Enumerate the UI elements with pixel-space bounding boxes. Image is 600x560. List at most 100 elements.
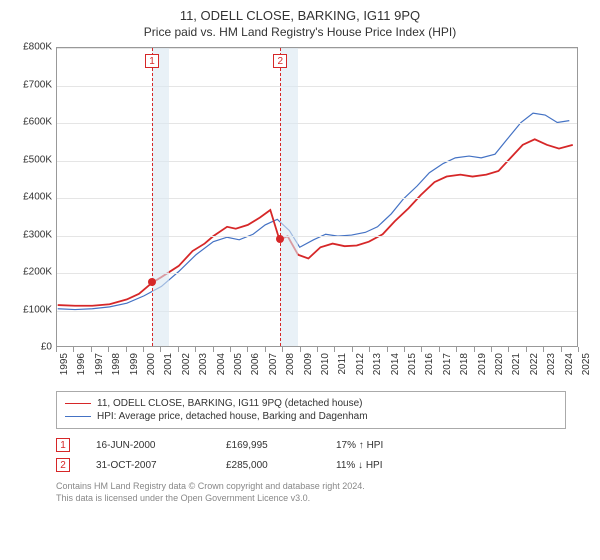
x-tick (352, 347, 353, 352)
sale-dash (280, 48, 281, 346)
x-tick-label: 2021 (511, 353, 522, 375)
y-tick-label: £800K (23, 42, 52, 53)
x-tick (126, 347, 127, 352)
x-tick-label: 2010 (320, 353, 331, 375)
footer-line: This data is licensed under the Open Gov… (56, 493, 588, 505)
x-tick-label: 2017 (442, 353, 453, 375)
x-tick-label: 1996 (76, 353, 87, 375)
y-tick-label: £400K (23, 192, 52, 203)
sale-row: 1 16-JUN-2000 £169,995 17% ↑ HPI (56, 435, 566, 455)
x-tick-label: 2016 (424, 353, 435, 375)
chart-svg (57, 48, 577, 346)
sale-date: 31-OCT-2007 (96, 460, 206, 471)
x-tick (91, 347, 92, 352)
gridline (57, 161, 577, 162)
gridline (57, 48, 577, 49)
x-tick-label: 1997 (94, 353, 105, 375)
x-tick (561, 347, 562, 352)
x-tick-label: 2022 (529, 353, 540, 375)
x-tick (160, 347, 161, 352)
x-tick (334, 347, 335, 352)
legend-swatch (65, 416, 91, 417)
gridline (57, 236, 577, 237)
sale-dot (148, 278, 156, 286)
x-tick (56, 347, 57, 352)
x-tick (178, 347, 179, 352)
gridline (57, 86, 577, 87)
x-tick-label: 2009 (303, 353, 314, 375)
x-tick (265, 347, 266, 352)
x-tick-label: 2018 (459, 353, 470, 375)
x-tick (404, 347, 405, 352)
x-tick (300, 347, 301, 352)
sale-marker: 1 (56, 438, 70, 452)
x-tick (526, 347, 527, 352)
x-tick (143, 347, 144, 352)
x-tick-label: 2020 (494, 353, 505, 375)
x-tick (247, 347, 248, 352)
legend-item-property: 11, ODELL CLOSE, BARKING, IG11 9PQ (deta… (65, 398, 557, 409)
x-tick (508, 347, 509, 352)
legend-item-hpi: HPI: Average price, detached house, Bark… (65, 411, 557, 422)
x-tick-label: 1998 (111, 353, 122, 375)
shaded-range (152, 48, 169, 346)
x-tick (282, 347, 283, 352)
gridline (57, 273, 577, 274)
x-tick-label: 2012 (355, 353, 366, 375)
x-tick-label: 1995 (59, 353, 70, 375)
legend-label: 11, ODELL CLOSE, BARKING, IG11 9PQ (deta… (97, 398, 363, 409)
x-tick-label: 2013 (372, 353, 383, 375)
x-tick-label: 2001 (163, 353, 174, 375)
sale-price: £285,000 (226, 460, 316, 471)
x-tick-label: 2008 (285, 353, 296, 375)
chart-container: 11, ODELL CLOSE, BARKING, IG11 9PQ Price… (0, 0, 600, 510)
gridline (57, 311, 577, 312)
sale-date: 16-JUN-2000 (96, 440, 206, 451)
series-line-property (58, 139, 573, 305)
x-tick-label: 2006 (250, 353, 261, 375)
x-tick (387, 347, 388, 352)
gridline (57, 123, 577, 124)
y-tick-label: £600K (23, 117, 52, 128)
sale-row: 2 31-OCT-2007 £285,000 11% ↓ HPI (56, 455, 566, 475)
y-tick-label: £100K (23, 304, 52, 315)
x-tick-label: 2000 (146, 353, 157, 375)
footer-line: Contains HM Land Registry data © Crown c… (56, 481, 588, 493)
x-tick-label: 1999 (129, 353, 140, 375)
x-tick (230, 347, 231, 352)
x-tick (421, 347, 422, 352)
x-tick (491, 347, 492, 352)
gridline (57, 198, 577, 199)
sale-label-marker: 2 (273, 54, 287, 68)
sale-price: £169,995 (226, 440, 316, 451)
legend-swatch (65, 403, 91, 405)
shaded-range (280, 48, 297, 346)
x-tick-label: 2019 (477, 353, 488, 375)
x-tick-label: 2004 (216, 353, 227, 375)
sales-table: 1 16-JUN-2000 £169,995 17% ↑ HPI 2 31-OC… (56, 435, 566, 475)
y-tick-label: £0 (41, 342, 52, 353)
sale-label-marker: 1 (145, 54, 159, 68)
x-tick-label: 2025 (581, 353, 592, 375)
x-tick-label: 2011 (337, 353, 348, 375)
x-tick (369, 347, 370, 352)
x-tick (73, 347, 74, 352)
x-tick-label: 2023 (546, 353, 557, 375)
sale-dash (152, 48, 153, 346)
sale-hpi: 17% ↑ HPI (336, 440, 426, 451)
series-line-hpi (58, 113, 570, 309)
x-tick-label: 2007 (268, 353, 279, 375)
sale-marker: 2 (56, 458, 70, 472)
plot-area: 12 (56, 47, 578, 347)
x-tick (195, 347, 196, 352)
x-axis: 1995199619971998199920002001200220032004… (56, 347, 578, 387)
x-tick-label: 2002 (181, 353, 192, 375)
page-subtitle: Price paid vs. HM Land Registry's House … (12, 25, 588, 39)
legend-label: HPI: Average price, detached house, Bark… (97, 411, 368, 422)
x-tick-label: 2014 (390, 353, 401, 375)
y-tick-label: £700K (23, 79, 52, 90)
page-title: 11, ODELL CLOSE, BARKING, IG11 9PQ (12, 8, 588, 23)
chart-area: £0£100K£200K£300K£400K£500K£600K£700K£80… (12, 47, 588, 387)
sale-hpi: 11% ↓ HPI (336, 460, 426, 471)
footer: Contains HM Land Registry data © Crown c… (56, 481, 588, 504)
